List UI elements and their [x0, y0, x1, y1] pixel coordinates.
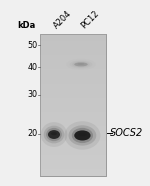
Bar: [40, 66, 106, 69]
Text: 40: 40: [28, 63, 38, 72]
Bar: [40, 141, 106, 144]
Ellipse shape: [72, 61, 90, 68]
Text: SOCS2: SOCS2: [110, 128, 143, 138]
Bar: [40, 144, 106, 148]
Ellipse shape: [51, 132, 57, 135]
Bar: [40, 59, 106, 62]
Bar: [40, 109, 106, 112]
Bar: [40, 77, 106, 80]
Bar: [40, 130, 106, 133]
Text: 20: 20: [27, 129, 38, 138]
Bar: [40, 173, 106, 176]
Bar: [40, 123, 106, 126]
Bar: [40, 37, 106, 41]
Bar: [40, 162, 106, 165]
Bar: [40, 119, 106, 123]
Ellipse shape: [64, 121, 100, 150]
Ellipse shape: [41, 122, 67, 147]
Bar: [40, 112, 106, 116]
Ellipse shape: [78, 133, 87, 136]
Ellipse shape: [78, 63, 84, 65]
Bar: [40, 62, 106, 66]
Text: A204: A204: [52, 9, 73, 30]
Ellipse shape: [72, 128, 93, 143]
Ellipse shape: [46, 128, 62, 141]
Text: PC12: PC12: [79, 9, 100, 30]
Bar: [40, 34, 106, 176]
Bar: [40, 34, 106, 176]
Bar: [40, 84, 106, 87]
Ellipse shape: [48, 130, 60, 139]
Bar: [40, 126, 106, 130]
Bar: [40, 69, 106, 73]
Text: kDa: kDa: [18, 21, 36, 30]
Text: 50: 50: [27, 41, 38, 49]
Bar: [40, 41, 106, 45]
Bar: [40, 80, 106, 84]
Ellipse shape: [44, 126, 64, 143]
Ellipse shape: [69, 125, 96, 146]
Bar: [40, 73, 106, 77]
Bar: [40, 52, 106, 55]
Bar: [40, 87, 106, 91]
Bar: [40, 91, 106, 94]
Bar: [40, 105, 106, 109]
Bar: [40, 116, 106, 119]
Bar: [40, 137, 106, 141]
Bar: [40, 151, 106, 155]
Bar: [40, 169, 106, 173]
Bar: [40, 148, 106, 151]
Bar: [40, 94, 106, 98]
Ellipse shape: [74, 130, 91, 141]
Bar: [40, 158, 106, 162]
Bar: [40, 133, 106, 137]
Ellipse shape: [74, 62, 88, 66]
Bar: [40, 45, 106, 48]
Bar: [40, 165, 106, 169]
Bar: [40, 101, 106, 105]
Bar: [40, 155, 106, 158]
Bar: [40, 55, 106, 59]
Text: 30: 30: [28, 90, 38, 99]
Bar: [40, 98, 106, 101]
Bar: [40, 48, 106, 52]
Bar: [40, 34, 106, 37]
